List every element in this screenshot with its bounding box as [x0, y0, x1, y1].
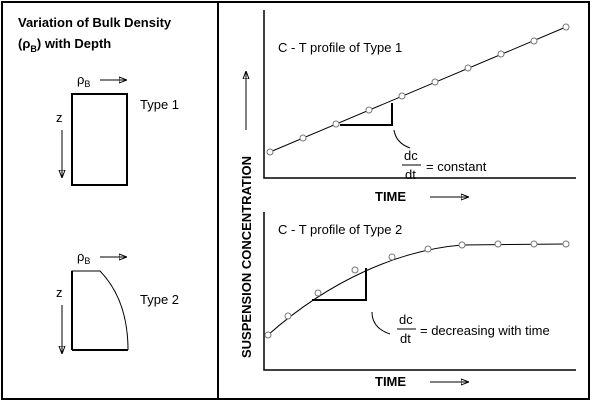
axes	[263, 10, 576, 179]
dc: dc	[399, 312, 413, 327]
rho: ρ	[77, 72, 84, 87]
dc: dc	[404, 148, 418, 163]
rate-label: = decreasing with time	[420, 323, 550, 338]
title-open: (ρ	[18, 36, 30, 51]
slope-triangle	[312, 268, 367, 301]
rho-sub: B	[84, 79, 90, 89]
points	[266, 23, 570, 156]
profile-curve	[267, 243, 567, 336]
rho: ρ	[77, 249, 84, 264]
title-close: ) with Depth	[37, 36, 111, 51]
title-sub: B	[30, 44, 37, 54]
type-label: Type 2	[140, 292, 179, 307]
rho-label: ρB	[77, 72, 90, 89]
rho-sub: B	[84, 256, 90, 266]
left-title: (ρB) with Depth	[18, 36, 111, 54]
profile-line	[269, 26, 567, 153]
profile-curve	[71, 270, 129, 351]
panel-title: C - T profile of Type 1	[278, 40, 402, 55]
rho-label: ρB	[77, 249, 90, 266]
x-label: TIME	[375, 189, 406, 204]
profile-box	[71, 93, 128, 186]
type-label: Type 1	[140, 97, 179, 112]
dt: dt	[405, 167, 416, 182]
depth-label: z	[56, 285, 63, 300]
slope-triangle	[340, 103, 393, 126]
x-label: TIME	[375, 374, 406, 389]
leader	[371, 311, 391, 335]
dt: dt	[400, 331, 411, 346]
points	[264, 240, 570, 339]
left-title: Variation of Bulk Density	[18, 15, 172, 30]
axes	[263, 212, 576, 371]
y-label: SUSPENSION CONCENTRATION	[239, 156, 254, 358]
depth-label: z	[56, 110, 63, 125]
panel-title: C - T profile of Type 2	[278, 222, 402, 237]
leader	[393, 129, 411, 149]
rate-label: = constant	[426, 159, 487, 174]
